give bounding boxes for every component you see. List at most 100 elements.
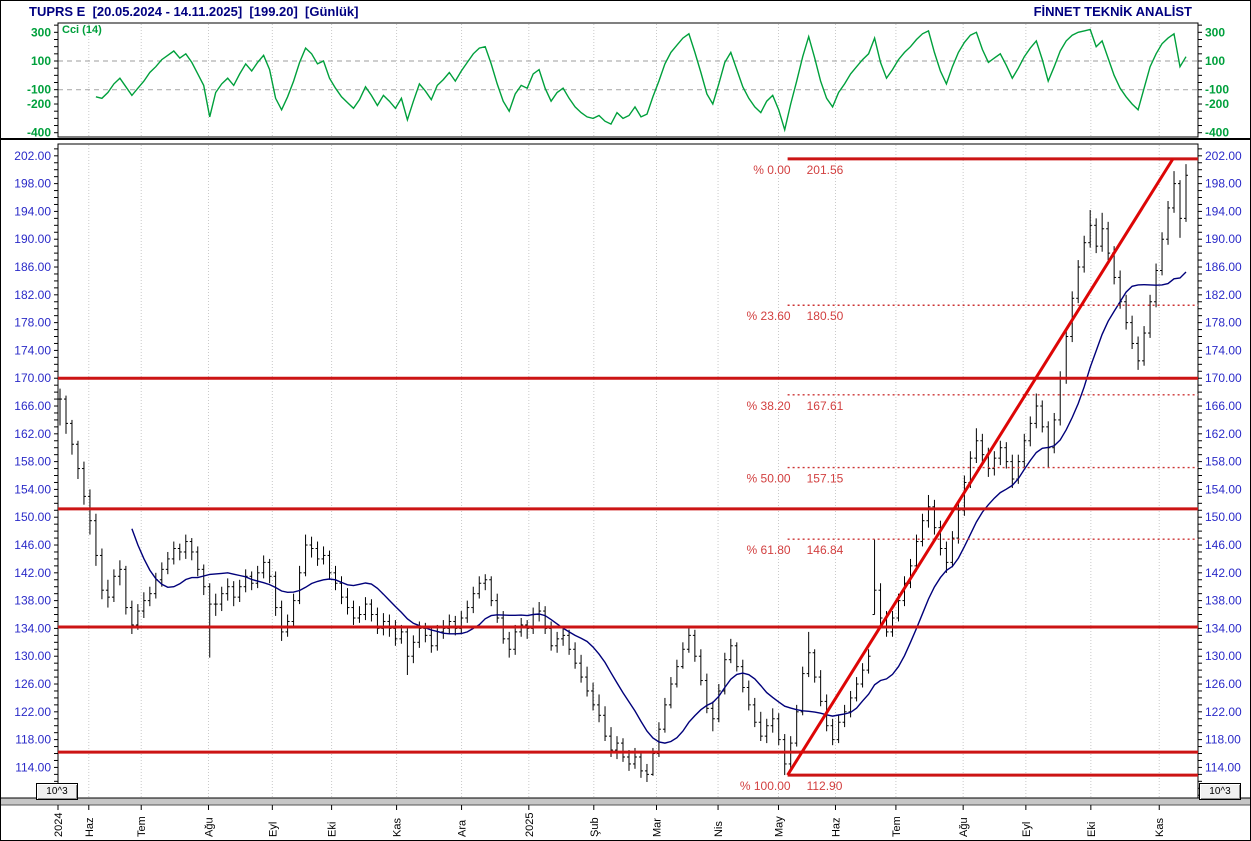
- svg-text:134.00: 134.00: [14, 621, 51, 635]
- svg-text:114.00: 114.00: [15, 760, 51, 774]
- fibonacci-levels: % 0.00 201.56 % 23.60 180.50 % 38.20 167.61 % …: [740, 157, 1198, 793]
- svg-text:202.00: 202.00: [1205, 149, 1242, 163]
- svg-text:170.00: 170.00: [1205, 371, 1242, 385]
- scale-toggle-left[interactable]: 10^3: [36, 783, 78, 800]
- svg-text:300: 300: [1205, 25, 1225, 39]
- month-label: Ağu: [958, 817, 970, 837]
- svg-text:186.00: 186.00: [14, 260, 51, 274]
- svg-text:146.00: 146.00: [1205, 538, 1242, 552]
- svg-text:190.00: 190.00: [1205, 232, 1242, 246]
- month-label: Nis: [713, 821, 725, 837]
- fib-value-label: 201.56: [807, 163, 844, 177]
- svg-text:174.00: 174.00: [1205, 343, 1242, 357]
- fib-pct-label: % 100.00: [740, 779, 791, 793]
- chart-header-title: TUPRS E [20.05.2024 - 14.11.2025] [199.2…: [29, 4, 359, 19]
- svg-text:174.00: 174.00: [14, 343, 51, 357]
- svg-text:-400: -400: [1205, 126, 1229, 140]
- svg-text:182.00: 182.00: [1205, 288, 1242, 302]
- fib-value-label: 146.84: [807, 543, 844, 557]
- svg-text:138.00: 138.00: [1205, 594, 1242, 608]
- svg-text:150.00: 150.00: [1205, 510, 1242, 524]
- svg-text:194.00: 194.00: [1205, 204, 1242, 218]
- time-axis-band: [1, 797, 1250, 806]
- svg-text:166.00: 166.00: [14, 399, 51, 413]
- month-label: Mar: [652, 818, 664, 837]
- month-label: 2025: [524, 813, 536, 837]
- svg-text:100: 100: [1205, 54, 1225, 68]
- month-label: Eki: [327, 822, 339, 837]
- month-labels: 2024 Haz Tem Ağu Eyl Eki Kas Ara 2025 Şub Mar Nis Ma…: [53, 805, 1166, 837]
- svg-text:-400: -400: [27, 126, 51, 140]
- moving-average-line: [131, 271, 1187, 744]
- svg-text:178.00: 178.00: [1205, 316, 1242, 330]
- svg-text:182.00: 182.00: [14, 288, 51, 302]
- month-label: Kas: [1154, 818, 1166, 837]
- trend-line: [786, 158, 1175, 776]
- svg-text:130.00: 130.00: [1205, 649, 1242, 663]
- svg-text:-100: -100: [1205, 83, 1229, 97]
- svg-text:202.00: 202.00: [14, 149, 51, 163]
- month-label: Eki: [1086, 822, 1098, 837]
- fib-pct-label: % 61.80: [747, 543, 791, 557]
- svg-text:154.00: 154.00: [1205, 482, 1242, 496]
- svg-text:122.00: 122.00: [1205, 705, 1242, 719]
- svg-text:158.00: 158.00: [14, 455, 51, 469]
- month-label: Kas: [392, 818, 404, 837]
- fib-pct-label: % 0.00: [753, 163, 791, 177]
- scale-toggle-right[interactable]: 10^3: [1199, 783, 1241, 800]
- fib-pct-label: % 50.00: [747, 472, 791, 486]
- svg-text:-200: -200: [27, 97, 51, 111]
- cci-dashed-levels: [58, 60, 1198, 91]
- cci-line: [95, 28, 1187, 133]
- fib-pct-label: % 38.20: [747, 399, 791, 413]
- fib-value-label: 112.90: [807, 779, 843, 793]
- svg-text:150.00: 150.00: [14, 510, 51, 524]
- fib-value-label: 157.15: [807, 472, 844, 486]
- svg-text:300: 300: [31, 25, 51, 39]
- month-label: Ağu: [203, 817, 215, 837]
- support-lines: [58, 376, 1198, 754]
- svg-text:142.00: 142.00: [1205, 566, 1242, 580]
- brand-title: FİNNET TEKNİK ANALİST: [1033, 4, 1192, 19]
- price-bars: [58, 164, 1188, 783]
- month-label: Eyl: [1021, 822, 1033, 837]
- svg-text:158.00: 158.00: [1205, 455, 1242, 469]
- price-y-axis: 202.00 202.00 198.00 198.00 194.00 194.00 190.…: [14, 148, 1242, 796]
- svg-text:162.00: 162.00: [1205, 427, 1242, 441]
- month-label: May: [773, 816, 785, 837]
- indicator-label: Cci (14): [62, 24, 102, 36]
- svg-text:146.00: 146.00: [14, 538, 51, 552]
- svg-text:162.00: 162.00: [14, 427, 51, 441]
- svg-text:114.00: 114.00: [1205, 760, 1241, 774]
- svg-text:130.00: 130.00: [14, 649, 51, 663]
- svg-text:126.00: 126.00: [1205, 677, 1242, 691]
- month-label: Haz: [830, 817, 842, 837]
- svg-text:118.00: 118.00: [1205, 733, 1241, 747]
- month-label: Ara: [457, 819, 469, 837]
- svg-text:134.00: 134.00: [1205, 621, 1242, 635]
- month-gridlines: [88, 24, 1160, 797]
- svg-text:118.00: 118.00: [15, 733, 51, 747]
- fib-value-label: 180.50: [807, 309, 844, 323]
- month-label: Haz: [84, 817, 96, 837]
- svg-text:126.00: 126.00: [14, 677, 51, 691]
- month-label: Şub: [589, 817, 601, 837]
- svg-text:166.00: 166.00: [1205, 399, 1242, 413]
- svg-text:178.00: 178.00: [14, 316, 51, 330]
- month-label: Eyl: [267, 822, 279, 837]
- svg-text:190.00: 190.00: [14, 232, 51, 246]
- month-label: Tem: [136, 816, 148, 837]
- svg-text:138.00: 138.00: [14, 594, 51, 608]
- svg-text:142.00: 142.00: [14, 566, 51, 580]
- svg-text:154.00: 154.00: [14, 482, 51, 496]
- svg-text:170.00: 170.00: [14, 371, 51, 385]
- month-label: Tem: [891, 816, 903, 837]
- svg-text:100: 100: [31, 54, 51, 68]
- svg-text:-100: -100: [27, 83, 51, 97]
- month-label: 2024: [53, 813, 65, 837]
- svg-text:-200: -200: [1205, 97, 1229, 111]
- svg-text:122.00: 122.00: [14, 705, 51, 719]
